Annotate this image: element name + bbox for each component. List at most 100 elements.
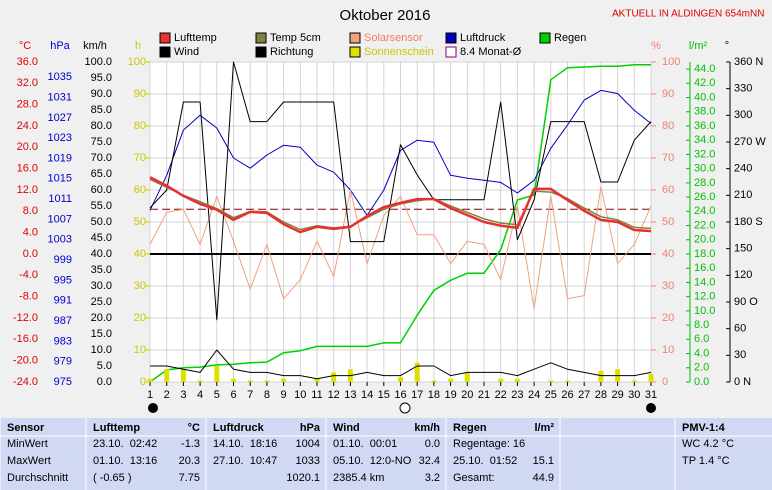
y-tick-label: 1027 (48, 112, 72, 124)
table-cell: Sensor (7, 422, 45, 434)
y-tick-label: 8.0 (694, 319, 709, 331)
bar (414, 362, 420, 382)
y-tick-label: 40 (134, 248, 146, 260)
legend-label: Lufttemp (174, 32, 217, 44)
y-tick-label: 1019 (48, 152, 72, 164)
y-tick-label: 10.0 (91, 344, 112, 356)
y-tick-label: 44.0 (694, 63, 715, 75)
y-tick-label: 35.0 (91, 264, 112, 276)
x-tick-label: 28 (595, 389, 607, 401)
table-cell: 15.1 (533, 455, 554, 467)
table-cell: Lufttemp (93, 422, 140, 434)
y-tick-label: 1031 (48, 91, 72, 103)
bar (464, 372, 470, 382)
x-tick-label: 3 (180, 389, 186, 401)
station: AKTUELL IN ALDINGEN 654mNN (612, 9, 764, 20)
y-tick-label: 991 (54, 295, 72, 307)
table-cell: hPa (300, 422, 321, 434)
y-tick-label: 45.0 (91, 232, 112, 244)
y-tick-label: 150 (734, 243, 752, 255)
axis-title: l/m² (689, 40, 708, 52)
bar (331, 372, 337, 382)
x-tick-label: 14 (361, 389, 373, 401)
y-tick-label: 979 (54, 356, 72, 368)
y-tick-label: 50 (134, 216, 146, 228)
x-tick-label: 21 (478, 389, 490, 401)
y-tick-label: 180 S (734, 216, 763, 228)
bar (648, 374, 654, 382)
x-tick-label: 1 (147, 389, 153, 401)
y-tick-label: -4.0 (19, 269, 38, 281)
table-cell: 1033 (296, 455, 320, 467)
x-tick-label: 8 (264, 389, 270, 401)
table-cell: 05.10. 12:0-NO (333, 455, 412, 467)
table-cell: 0.0 (425, 438, 440, 450)
legend-label: Luftdruck (460, 32, 506, 44)
legend-swatch (539, 32, 551, 44)
y-tick-label: 5.0 (97, 360, 112, 372)
y-tick-label: 0 (140, 376, 146, 388)
y-tick-label: 80.0 (91, 120, 112, 132)
y-tick-label: 50.0 (91, 216, 112, 228)
y-tick-label: 38.0 (694, 106, 715, 118)
table-cell: 7.75 (179, 472, 200, 484)
y-tick-label: 1035 (48, 71, 72, 83)
y-tick-label: 1003 (48, 234, 72, 246)
y-tick-label: 330 (734, 83, 752, 95)
table-cell: Regen (453, 422, 487, 434)
y-tick-label: 6.0 (694, 333, 709, 345)
series-line (149, 64, 651, 383)
y-tick-label: 36.0 (694, 120, 715, 132)
bar (197, 380, 203, 382)
y-tick-label: 0 (662, 376, 668, 388)
axis-title: h (135, 40, 141, 52)
bar (631, 380, 637, 382)
table-cell: 25.10. 01:52 (453, 455, 517, 467)
y-tick-label: 0.0 (97, 376, 112, 388)
x-tick-label: 25 (545, 389, 557, 401)
y-tick-label: 32.0 (694, 148, 715, 160)
bar (214, 366, 220, 382)
table-cell: -1.3 (181, 438, 200, 450)
y-tick-label: 90.0 (91, 88, 112, 100)
table-cell: TP 1.4 °C (682, 455, 730, 467)
x-tick-label: 10 (294, 389, 306, 401)
bar (498, 378, 504, 382)
table-cell: Gesamt: (453, 472, 495, 484)
chart-title: Oktober 2016 (340, 7, 431, 24)
series-line (150, 349, 652, 380)
x-tick-label: 18 (428, 389, 440, 401)
y-tick-label: 30.0 (694, 163, 715, 175)
legend-swatch (445, 46, 457, 58)
bar (231, 378, 236, 382)
y-tick-label: 240 (734, 163, 752, 175)
table-cell: 27.10. 10:47 (213, 455, 277, 467)
x-tick-label: 24 (528, 389, 540, 401)
y-tick-label: -12.0 (13, 312, 38, 324)
x-tick-label: 7 (247, 389, 253, 401)
legend-swatch (255, 46, 267, 58)
y-tick-label: 75.0 (91, 136, 112, 148)
y-tick-label: 0.0 (694, 376, 709, 388)
x-tick-label: 20 (461, 389, 473, 401)
bar (314, 378, 320, 382)
y-tick-label: 2.0 (694, 362, 709, 374)
y-tick-label: 10 (134, 344, 146, 356)
y-tick-label: 40.0 (694, 91, 715, 103)
legend-label: Solarsensor (364, 32, 423, 44)
y-tick-label: 70.0 (91, 152, 112, 164)
legend-label: Wind (174, 46, 199, 58)
legend-swatch (159, 32, 171, 44)
y-tick-label: 20.0 (694, 234, 715, 246)
bar (565, 380, 570, 382)
y-tick-label: 987 (54, 315, 72, 327)
x-tick-label: 31 (645, 389, 657, 401)
y-tick-label: 90 O (734, 296, 758, 308)
y-tick-label: 16.0 (694, 262, 715, 274)
bar (247, 380, 253, 382)
y-tick-label: 60.0 (91, 184, 112, 196)
x-tick-label: 11 (311, 389, 322, 401)
table-cell: WC 4.2 °C (682, 438, 734, 450)
table-cell: 2385.4 km (333, 472, 384, 484)
